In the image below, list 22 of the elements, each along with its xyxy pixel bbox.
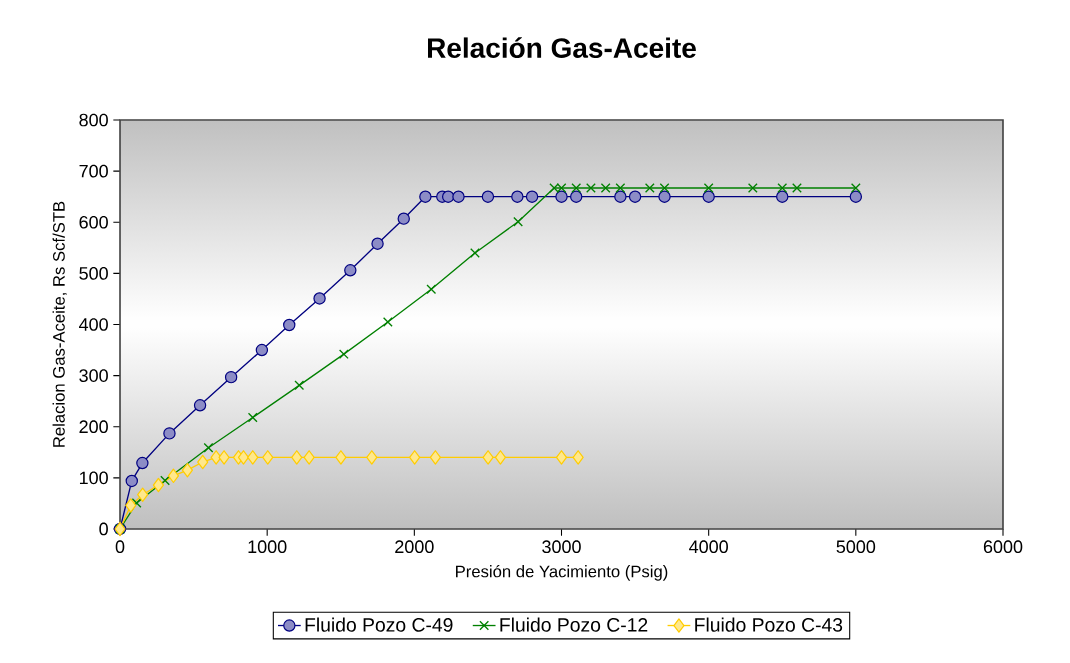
y-tick-label: 200 <box>79 420 108 434</box>
x-tick-label: 5000 <box>836 540 876 554</box>
y-tick-label: 300 <box>79 369 108 382</box>
y-tick-label: 700 <box>79 164 108 178</box>
legend-label: Fluido Pozo C-49 <box>305 617 453 632</box>
y-tick-label: 100 <box>79 471 108 485</box>
y-tick-label: 600 <box>79 215 108 229</box>
x-axis-title: Presión de Yacimiento (Psig) <box>456 564 668 581</box>
legend-label: Fluido Pozo C-12 <box>500 617 648 632</box>
x-tick-label: 6000 <box>983 540 1023 554</box>
x-tick-label: 4000 <box>689 540 728 554</box>
legend-label: Fluido Pozo C-43 <box>695 617 843 632</box>
x-tick-label: 2000 <box>395 540 434 554</box>
x-tick-label: 0 <box>115 540 125 554</box>
chart-title: Relación Gas-Aceite <box>428 37 696 58</box>
y-axis-title: Relacion Gas-Aceite, Rs Scf/STB <box>52 201 67 447</box>
y-tick-label: 400 <box>79 318 108 331</box>
x-tick-label: 1000 <box>248 540 287 554</box>
y-tick-label: 0 <box>99 522 108 536</box>
x-tick-label: 3000 <box>542 540 581 554</box>
y-tick-label: 800 <box>79 113 108 127</box>
y-tick-label: 500 <box>79 267 108 280</box>
